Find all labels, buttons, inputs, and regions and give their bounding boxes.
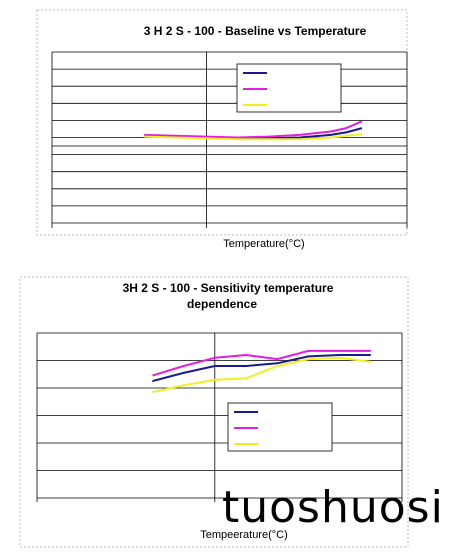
- series-lines: [152, 349, 371, 394]
- legend: [227, 402, 333, 452]
- chart-area-border: [19, 276, 409, 548]
- series-line-1: [152, 349, 371, 377]
- series-line-1: [144, 120, 363, 139]
- chart-title: 3 H 2 S - 100 - Baseline vs Temperature: [144, 24, 367, 38]
- series-lines: [144, 120, 363, 141]
- chart-area-border: [36, 9, 408, 236]
- series-line-2: [144, 133, 363, 141]
- baseline-chart-panel: 3 H 2 S - 100 - Baseline vs Temperature …: [0, 0, 449, 250]
- watermark-text: tuoshuosi: [222, 482, 444, 533]
- series-line-0: [152, 354, 371, 383]
- sensitivity-chart-panel: 3H 2 S - 100 - Sensitivity temperature d…: [0, 262, 449, 556]
- sensitivity-chart: 3H 2 S - 100 - Sensitivity temperature d…: [19, 276, 409, 548]
- chart-title-line2: dependence: [187, 297, 257, 311]
- gridlines: [36, 332, 403, 502]
- x-axis-label: Temperature(°C): [223, 238, 304, 250]
- legend: [236, 63, 342, 113]
- x-axis-label: Tempeerature(°C): [200, 529, 288, 541]
- baseline-chart: 3 H 2 S - 100 - Baseline vs Temperature …: [36, 9, 408, 250]
- series-line-2: [152, 356, 371, 394]
- chart-title-line1: 3H 2 S - 100 - Sensitivity temperature: [123, 281, 334, 295]
